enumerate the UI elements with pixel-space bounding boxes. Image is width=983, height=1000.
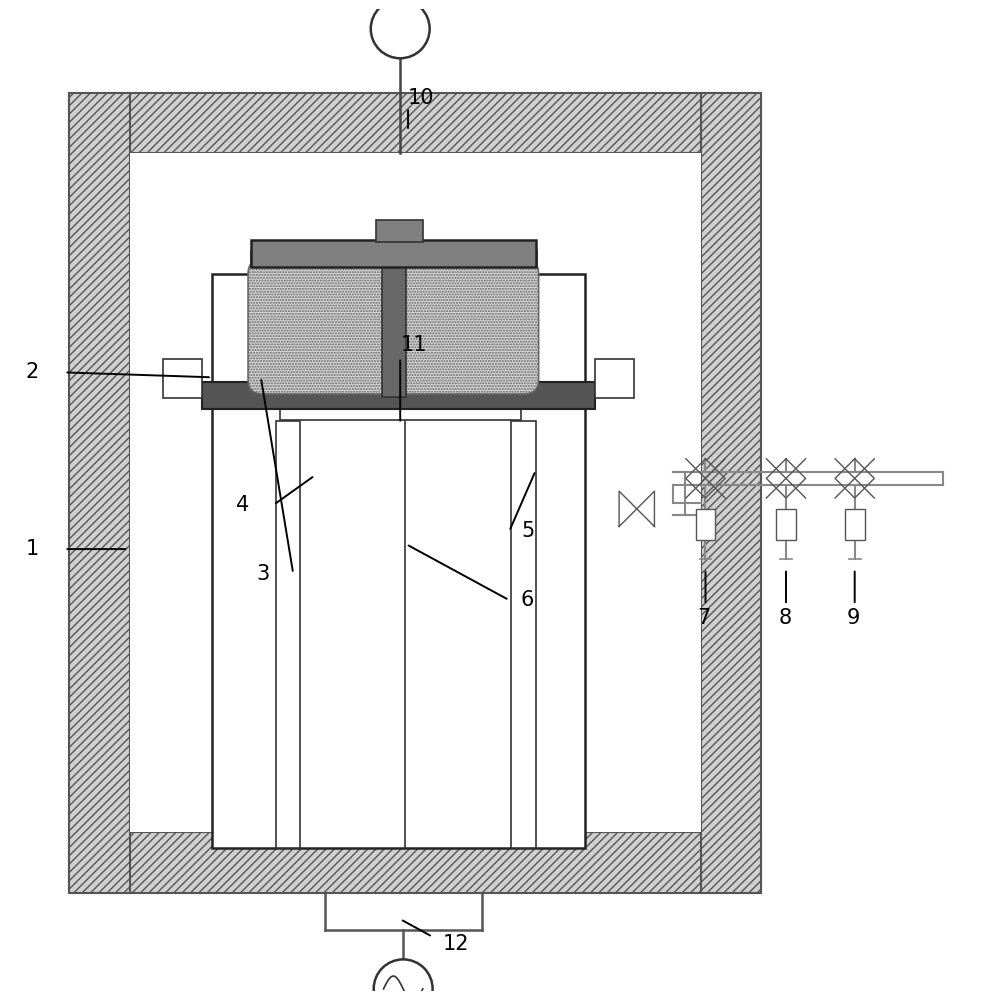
Text: 5: 5 xyxy=(521,521,534,541)
Text: 10: 10 xyxy=(408,88,434,108)
FancyBboxPatch shape xyxy=(248,259,539,394)
Text: 2: 2 xyxy=(26,362,38,382)
Text: 12: 12 xyxy=(442,934,469,954)
Bar xyxy=(844,509,864,540)
Bar xyxy=(211,274,585,848)
Bar xyxy=(280,379,521,420)
Bar xyxy=(70,93,762,153)
Bar xyxy=(202,382,595,409)
Circle shape xyxy=(374,959,433,1000)
Bar xyxy=(595,359,634,398)
Bar xyxy=(696,509,716,540)
Bar xyxy=(511,421,536,848)
Text: 1: 1 xyxy=(26,539,38,559)
Bar xyxy=(251,250,536,387)
Polygon shape xyxy=(637,491,655,527)
Bar xyxy=(376,220,423,242)
Bar xyxy=(701,93,762,893)
Polygon shape xyxy=(619,491,637,527)
Text: 6: 6 xyxy=(521,590,535,610)
Bar xyxy=(251,240,536,267)
Bar xyxy=(162,359,202,398)
Bar xyxy=(777,509,796,540)
Bar xyxy=(70,832,762,893)
Bar xyxy=(275,421,300,848)
Text: 8: 8 xyxy=(779,608,791,628)
Bar xyxy=(70,93,131,893)
Text: 3: 3 xyxy=(256,564,269,584)
Text: 7: 7 xyxy=(698,608,711,628)
Text: 4: 4 xyxy=(236,495,250,515)
Circle shape xyxy=(371,0,430,58)
Bar xyxy=(131,153,701,832)
Bar xyxy=(381,230,406,397)
Text: 9: 9 xyxy=(846,608,860,628)
Text: 11: 11 xyxy=(400,335,427,355)
